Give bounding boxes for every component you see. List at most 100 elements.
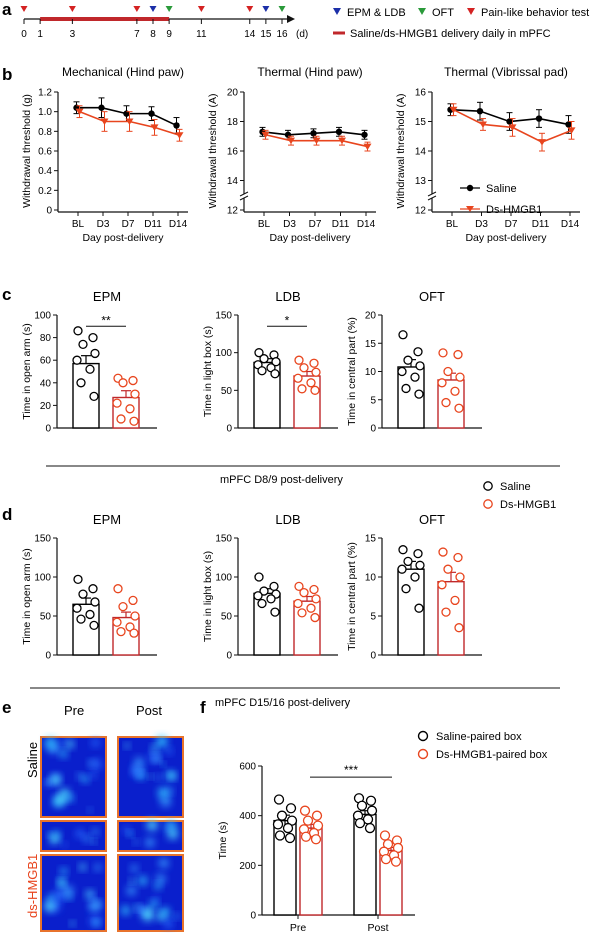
chart-title: EPM	[93, 289, 121, 304]
data-point	[413, 548, 423, 559]
data-point	[257, 366, 267, 376]
data-point	[297, 384, 307, 394]
legend-delivery: Saline/ds-HMGB1 delivery daily in mPFC	[350, 28, 551, 40]
data-point	[453, 552, 463, 563]
data-point	[310, 130, 317, 137]
delivery-bar	[40, 17, 170, 21]
y-tick-label: 0	[370, 424, 376, 435]
data-point	[300, 831, 312, 842]
heatmap-spot	[145, 837, 155, 848]
data-point	[449, 106, 458, 114]
data-point	[506, 118, 513, 125]
x-tick-label: D14	[561, 219, 580, 230]
data-point	[310, 612, 320, 623]
data-point	[85, 364, 95, 374]
pain-marker-icon	[133, 6, 141, 12]
y-axis-label: Time in open arm (s)	[21, 323, 33, 419]
heatmap-spot	[156, 774, 162, 780]
data-point	[297, 608, 307, 618]
data-point	[125, 118, 134, 125]
x-axis-label: Day post-delivery	[465, 232, 547, 244]
data-point	[441, 397, 451, 408]
heatmap-spot	[44, 779, 53, 787]
y-tick-label: 50	[221, 386, 233, 397]
x-axis-label: Day post-delivery	[269, 232, 351, 244]
data-point	[356, 800, 368, 811]
y-tick-label: 0.2	[38, 186, 52, 197]
y-tick-label: 15	[415, 117, 427, 128]
heatmap-spot	[92, 839, 97, 844]
data-point	[401, 383, 411, 394]
data-point	[112, 398, 122, 408]
heatmap-spot	[65, 740, 74, 749]
data-point	[90, 597, 100, 607]
timeline-day-label: 16	[276, 29, 288, 40]
heatmap-spot	[157, 787, 169, 799]
heatmap-spot	[131, 766, 142, 777]
data-point	[413, 347, 423, 357]
data-point	[73, 574, 83, 584]
oft-marker-icon	[418, 8, 426, 15]
data-point	[253, 591, 263, 601]
chart-c-oft: 0 5 10 15 20 Time in central part (%) OFT	[346, 289, 482, 435]
chart-title: OFT	[419, 289, 445, 304]
heatmap-row-ds: ds-HMGB1	[25, 854, 40, 918]
data-point	[116, 626, 126, 637]
heatmap-spot	[146, 819, 158, 831]
data-point	[75, 108, 84, 116]
oft-marker-icon	[165, 6, 173, 12]
timeline-day-label: 11	[196, 29, 207, 40]
data-point	[266, 594, 276, 604]
data-point	[112, 617, 122, 627]
data-point	[76, 614, 86, 624]
data-point	[455, 572, 465, 582]
y-tick-label: 150	[34, 534, 51, 545]
legend-pain: Pain-like behavior test	[481, 7, 589, 19]
data-point	[274, 830, 286, 841]
chart-title: EPM	[93, 512, 121, 527]
axis-break-mark	[427, 191, 437, 197]
timeline-arrow-head	[287, 15, 295, 23]
data-point	[116, 414, 126, 424]
data-point	[403, 355, 413, 365]
data-point	[299, 587, 309, 598]
heatmap-spot	[94, 863, 102, 871]
x-tick-label: D11	[532, 219, 550, 230]
pain-marker-icon	[467, 8, 475, 15]
y-tick-label: 100	[34, 311, 51, 322]
data-point	[443, 564, 453, 574]
data-point	[76, 378, 86, 388]
panel-label-f: f	[200, 698, 206, 717]
pain-marker-icon	[197, 6, 205, 12]
data-point	[270, 369, 280, 379]
data-point	[450, 595, 460, 606]
data-point	[311, 367, 321, 377]
heatmap-spot	[155, 735, 168, 748]
y-tick-label: 50	[221, 612, 233, 623]
timeline-day-label: 7	[134, 29, 140, 40]
x-tick-label: D14	[169, 219, 188, 230]
legend-f-saline-icon	[417, 730, 429, 742]
y-tick-label: 5	[370, 612, 376, 623]
data-point	[72, 603, 82, 613]
data-point	[366, 805, 378, 816]
heatmap-spot	[148, 774, 153, 779]
heatmap-spot	[134, 757, 144, 767]
data-point	[273, 794, 285, 805]
y-axis-label: Time in open arm (s)	[21, 548, 33, 644]
y-axis-label: Time (s)	[217, 821, 229, 859]
heatmap-spot	[46, 832, 52, 837]
y-tick-label: 10	[365, 573, 377, 584]
heatmap-spot	[149, 900, 158, 909]
y-tick-label: 5	[370, 395, 376, 406]
legend-f-saline: Saline-paired box	[436, 731, 522, 743]
x-tick-label: D7	[309, 219, 322, 230]
axis-break-mark	[427, 195, 437, 201]
heatmap-spot	[165, 747, 173, 755]
heatmap-spot	[89, 893, 95, 899]
y-axis-label: Withdrawal threshold (g)	[21, 94, 33, 208]
y-tick-label: 0	[226, 424, 232, 435]
heatmap-spot	[55, 794, 67, 805]
heatmap-spot	[124, 743, 130, 749]
heatmap-spot	[173, 913, 180, 920]
